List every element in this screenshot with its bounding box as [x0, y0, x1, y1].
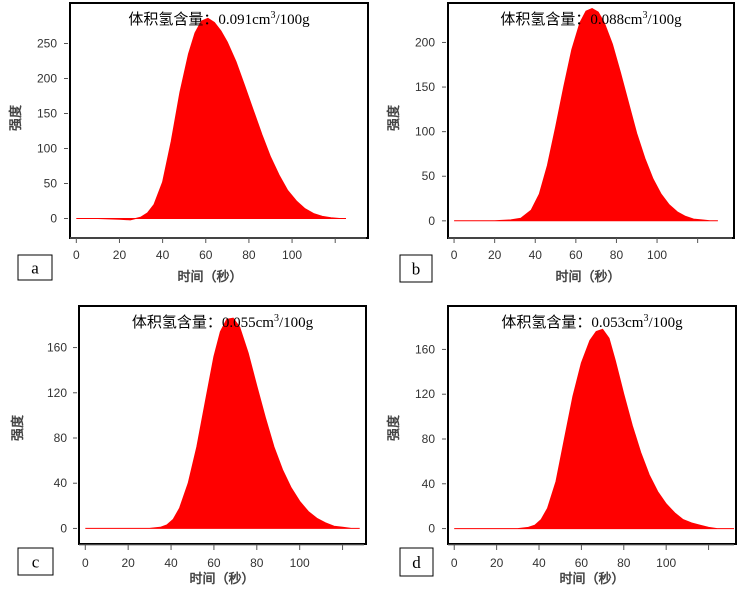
x-tick-label: 20 — [488, 248, 502, 262]
y-tick-label: 160 — [415, 342, 435, 356]
x-axis-label: 时间（秒） — [559, 571, 624, 586]
x-axis-label: 时间（秒） — [555, 269, 620, 284]
x-tick-label: 80 — [250, 556, 264, 570]
x-tick-label: 0 — [82, 556, 89, 570]
x-tick-label: 40 — [156, 248, 170, 262]
y-tick-label: 40 — [54, 476, 68, 490]
y-axis-label: 强度 — [10, 414, 25, 441]
area-series-c — [85, 317, 360, 529]
panel-label-box — [399, 254, 433, 283]
x-tick-label: 40 — [529, 248, 543, 262]
x-tick-label: 100 — [290, 556, 310, 570]
y-tick-label: 40 — [422, 477, 436, 491]
x-axis-label: 时间（秒） — [177, 269, 242, 284]
area-series-a — [76, 17, 346, 221]
panel-label: c — [32, 553, 40, 572]
panel-label: a — [31, 259, 39, 278]
y-tick-label: 120 — [47, 386, 67, 400]
chart-title: 体积氢含量：0.055cm3/100g — [132, 313, 314, 331]
y-axis-label: 强度 — [386, 414, 401, 441]
chart-title: 体积氢含量：0.088cm3/100g — [500, 10, 682, 28]
y-tick-label: 250 — [37, 37, 57, 51]
x-tick-label: 100 — [647, 248, 667, 262]
y-tick-label: 0 — [60, 521, 67, 535]
y-tick-label: 160 — [47, 341, 67, 355]
y-tick-label: 200 — [37, 72, 57, 86]
y-tick-label: 80 — [422, 432, 436, 446]
panel-label: d — [412, 553, 421, 572]
chart-title: 体积氢含量：0.091cm3/100g — [128, 10, 310, 28]
chart-panel-d: 体积氢含量：0.053cm3/100g 0 40 80 120 160 0 20 40 60 80 1… — [386, 305, 737, 586]
y-tick-label: 150 — [37, 107, 57, 121]
x-tick-label: 0 — [73, 248, 80, 262]
plot-frame — [78, 305, 367, 545]
area-series-b — [454, 8, 718, 222]
x-tick-label: 80 — [242, 248, 256, 262]
x-tick-label: 40 — [164, 556, 178, 570]
y-axis-label: 强度 — [386, 104, 401, 131]
y-tick-label: 50 — [44, 177, 58, 191]
panel-label-box — [399, 547, 434, 577]
x-tick-label: 60 — [575, 556, 589, 570]
chart-panel-b: 体积氢含量：0.088cm3/100g 0 50 100 150 200 0 20 40 60 80… — [386, 2, 735, 284]
y-tick-label: 50 — [422, 169, 436, 183]
x-tick-label: 100 — [656, 556, 676, 570]
chart-panel-a: 体积氢含量：0.091cm3/100g 0 50 100 150 200 250 0 20 40 6… — [8, 2, 369, 284]
x-tick-label: 20 — [113, 248, 127, 262]
y-tick-label: 0 — [50, 212, 57, 226]
x-tick-label: 20 — [121, 556, 135, 570]
x-tick-label: 60 — [207, 556, 221, 570]
x-tick-label: 0 — [451, 248, 458, 262]
x-tick-label: 0 — [451, 556, 458, 570]
panel-label: b — [412, 260, 421, 279]
x-tick-label: 60 — [199, 248, 213, 262]
y-tick-label: 0 — [428, 214, 435, 228]
x-axis-label: 时间（秒） — [189, 571, 254, 586]
y-tick-label: 200 — [415, 35, 435, 49]
x-tick-label: 80 — [610, 248, 624, 262]
panel-label-box — [17, 547, 54, 576]
x-tick-label: 20 — [490, 556, 504, 570]
x-tick-label: 60 — [569, 248, 583, 262]
x-tick-label: 80 — [617, 556, 631, 570]
area-series-d — [454, 328, 734, 530]
y-tick-label: 150 — [415, 80, 435, 94]
x-tick-label: 100 — [282, 248, 302, 262]
y-tick-label: 120 — [415, 387, 435, 401]
y-tick-label: 80 — [54, 431, 68, 445]
chart-title: 体积氢含量：0.053cm3/100g — [501, 313, 683, 331]
plot-frame — [447, 305, 737, 545]
y-tick-label: 100 — [37, 142, 57, 156]
y-tick-label: 0 — [428, 522, 435, 536]
y-tick-label: 100 — [415, 125, 435, 139]
x-tick-label: 40 — [532, 556, 546, 570]
chart-panel-c: 体积氢含量：0.055cm3/100g 0 40 80 120 160 0 20 40 60 80 1… — [10, 305, 367, 586]
panel-label-box — [17, 254, 53, 281]
y-axis-label: 强度 — [8, 104, 23, 131]
